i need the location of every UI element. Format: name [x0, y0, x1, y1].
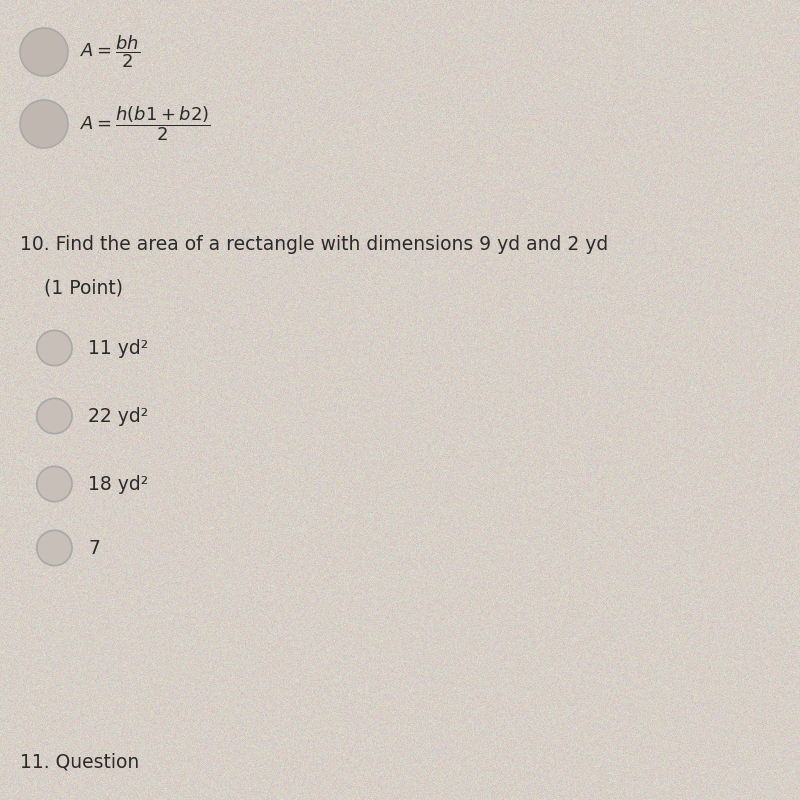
Text: $\mathit{A} = \dfrac{\mathit{h(b1+b2)}}{2}$: $\mathit{A} = \dfrac{\mathit{h(b1+b2)}}{…	[80, 105, 210, 143]
Text: 7: 7	[88, 538, 100, 558]
Circle shape	[37, 466, 72, 502]
Text: 22 yd²: 22 yd²	[88, 406, 148, 426]
Text: 10. Find the area of a rectangle with dimensions 9 yd and 2 yd: 10. Find the area of a rectangle with di…	[20, 234, 608, 254]
Circle shape	[37, 530, 72, 566]
Text: 11 yd²: 11 yd²	[88, 338, 148, 358]
Text: 11. Question: 11. Question	[20, 752, 139, 771]
Circle shape	[37, 398, 72, 434]
Text: (1 Point): (1 Point)	[20, 278, 123, 298]
Text: 18 yd²: 18 yd²	[88, 474, 148, 494]
Circle shape	[20, 28, 68, 76]
Text: $\mathit{A} = \dfrac{\mathit{bh}}{2}$: $\mathit{A} = \dfrac{\mathit{bh}}{2}$	[80, 34, 140, 70]
Circle shape	[20, 100, 68, 148]
Circle shape	[37, 330, 72, 366]
